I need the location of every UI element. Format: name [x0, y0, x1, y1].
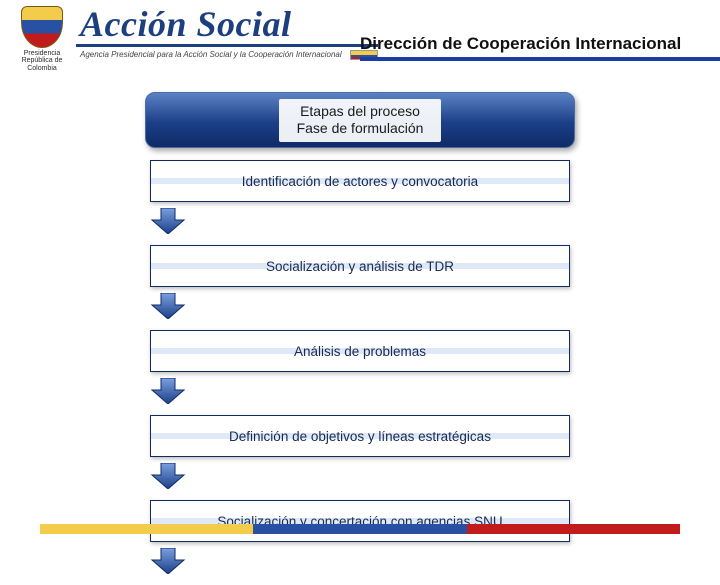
crest-line1: Presidencia [14, 50, 70, 57]
process-flowchart: Etapas del proceso Fase de formulación I… [0, 92, 720, 585]
stage-banner-label: Etapas del proceso Fase de formulación [279, 99, 442, 142]
stage-banner: Etapas del proceso Fase de formulación [145, 92, 575, 148]
step-box: Identificación de actores y convocatoria [150, 160, 570, 202]
down-arrow-icon [150, 548, 186, 574]
down-arrow-icon [150, 293, 186, 319]
step-box: Definición de objetivos y líneas estraté… [150, 415, 570, 457]
footer-flag-bar [40, 524, 680, 534]
step-box: Análisis de problemas [150, 330, 570, 372]
crest-line2: República de Colombia [14, 57, 70, 72]
page-title: Dirección de Cooperación Internacional [360, 34, 720, 61]
brand-block: Acción Social Agencia Presidencial para … [76, 6, 378, 60]
down-arrow-icon [150, 378, 186, 404]
down-arrow-icon [150, 463, 186, 489]
down-arrow-icon [150, 208, 186, 234]
national-crest-icon: Presidencia República de Colombia [14, 6, 70, 62]
step-box: Socialización y análisis de TDR [150, 245, 570, 287]
brand-title: Acción Social [76, 6, 378, 47]
step-box: Socialización y concertación con agencia… [150, 500, 570, 542]
brand-subtitle: Agencia Presidencial para la Acción Soci… [76, 50, 378, 60]
